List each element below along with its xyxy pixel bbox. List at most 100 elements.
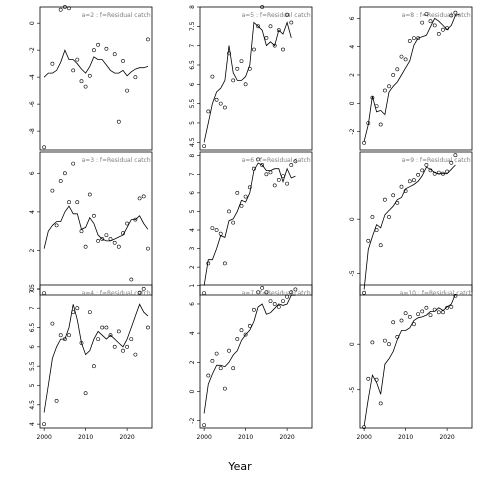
observation-point xyxy=(202,144,207,149)
observation-point xyxy=(243,82,248,87)
observation-point xyxy=(399,318,404,323)
y-tick-label: 5 xyxy=(189,121,196,125)
y-tick-label: 5 xyxy=(189,209,196,213)
observation-point xyxy=(428,19,433,24)
observation-point xyxy=(387,215,391,219)
observation-point xyxy=(210,226,215,231)
observation-point xyxy=(407,39,412,43)
observation-point xyxy=(403,189,408,193)
observation-point xyxy=(137,196,142,201)
panel-frame xyxy=(39,6,153,151)
y-tick-label: 0 xyxy=(189,389,196,393)
y-tick-label: 4.5 xyxy=(29,400,36,410)
panel-label: a=8 : f=Residual catch xyxy=(402,12,471,19)
observation-point xyxy=(395,334,400,339)
observation-point xyxy=(243,332,248,337)
observation-point xyxy=(71,161,76,166)
observation-point xyxy=(50,61,55,66)
observation-point xyxy=(235,66,240,71)
observation-point xyxy=(411,322,416,327)
observation-point xyxy=(235,337,240,341)
observation-point xyxy=(268,299,273,304)
y-tick-label: 7.5 xyxy=(189,21,196,31)
observation-point xyxy=(293,159,298,164)
observation-point xyxy=(256,24,261,29)
observation-point xyxy=(441,171,445,176)
y-tick-label: 4 xyxy=(29,422,36,426)
observation-point xyxy=(428,313,433,318)
observation-point xyxy=(293,287,298,292)
y-tick-label: -2 xyxy=(349,128,356,134)
observation-point xyxy=(79,229,84,234)
panel-frame xyxy=(199,284,313,429)
fitted-line xyxy=(203,162,296,286)
observation-point xyxy=(411,178,416,183)
observation-point xyxy=(453,153,458,158)
observation-point xyxy=(366,238,371,243)
observation-point xyxy=(71,310,76,315)
x-tick-label: 2000 xyxy=(357,434,372,441)
observation-point xyxy=(112,240,117,245)
y-tick-label: -6 xyxy=(29,101,36,107)
observation-point xyxy=(96,42,101,47)
observation-point xyxy=(445,305,450,310)
observation-point xyxy=(112,52,117,57)
observation-point xyxy=(121,231,125,236)
observation-point xyxy=(42,422,47,427)
x-tick-label: 2010 xyxy=(78,434,93,441)
x-tick-label: 2010 xyxy=(238,434,253,441)
y-tick-label: 6 xyxy=(189,82,196,86)
y-tick-label: 0 xyxy=(29,21,36,25)
observation-point xyxy=(67,6,71,11)
panel-frame xyxy=(199,151,313,296)
observation-point xyxy=(374,377,379,382)
y-tick-label: 6 xyxy=(189,191,196,195)
y-tick-label: 0 xyxy=(349,101,356,105)
y-tick-label: 4 xyxy=(349,45,356,49)
observation-point xyxy=(222,386,227,391)
panel-6: a=7 : f=Residual catch -2 0 2 4 6 2000 2010 2020 xyxy=(189,284,313,441)
observation-point xyxy=(100,325,105,330)
observation-point xyxy=(227,348,231,353)
y-tick-label: 6.5 xyxy=(29,323,36,333)
fitted-line xyxy=(363,13,460,142)
y-tick-label: 4 xyxy=(29,210,36,214)
y-tick-label: 8 xyxy=(189,5,196,9)
observation-point xyxy=(420,309,425,314)
observation-point xyxy=(395,67,400,72)
panel-label: a=4 : f=Residual catch xyxy=(82,290,151,297)
y-tick-label: 4 xyxy=(189,331,196,335)
observation-point xyxy=(449,13,454,18)
panel-9: a=10 : f=Residual catch 0 -5 2000 2010 2020 xyxy=(349,284,473,441)
observation-point xyxy=(214,228,219,232)
observation-point xyxy=(256,290,261,295)
y-tick-label: 7.5 xyxy=(29,284,36,294)
observation-point xyxy=(420,168,425,173)
observation-point xyxy=(449,160,454,165)
observation-point xyxy=(264,36,269,40)
observation-point xyxy=(104,325,109,330)
observation-point xyxy=(42,145,47,150)
observation-point xyxy=(416,172,421,177)
observation-point xyxy=(395,200,400,205)
observation-point xyxy=(231,366,236,371)
observation-point xyxy=(436,32,441,36)
observation-point xyxy=(416,36,421,41)
observation-point xyxy=(441,27,445,32)
observation-point xyxy=(231,78,236,83)
observation-point xyxy=(67,200,71,205)
observation-point xyxy=(218,231,223,236)
observation-point xyxy=(210,358,215,363)
observation-point xyxy=(264,290,269,295)
observation-point xyxy=(366,376,371,381)
observation-point xyxy=(206,109,211,114)
x-tick-label: 2020 xyxy=(279,434,294,441)
y-tick-label: 0 xyxy=(29,287,36,291)
panel-label: a=10 : f=Residual catch xyxy=(400,290,473,297)
observation-point xyxy=(436,170,441,175)
observation-point xyxy=(210,74,215,79)
y-tick-label: 5.5 xyxy=(189,99,196,109)
observation-point xyxy=(251,47,256,52)
observation-point xyxy=(247,66,252,71)
